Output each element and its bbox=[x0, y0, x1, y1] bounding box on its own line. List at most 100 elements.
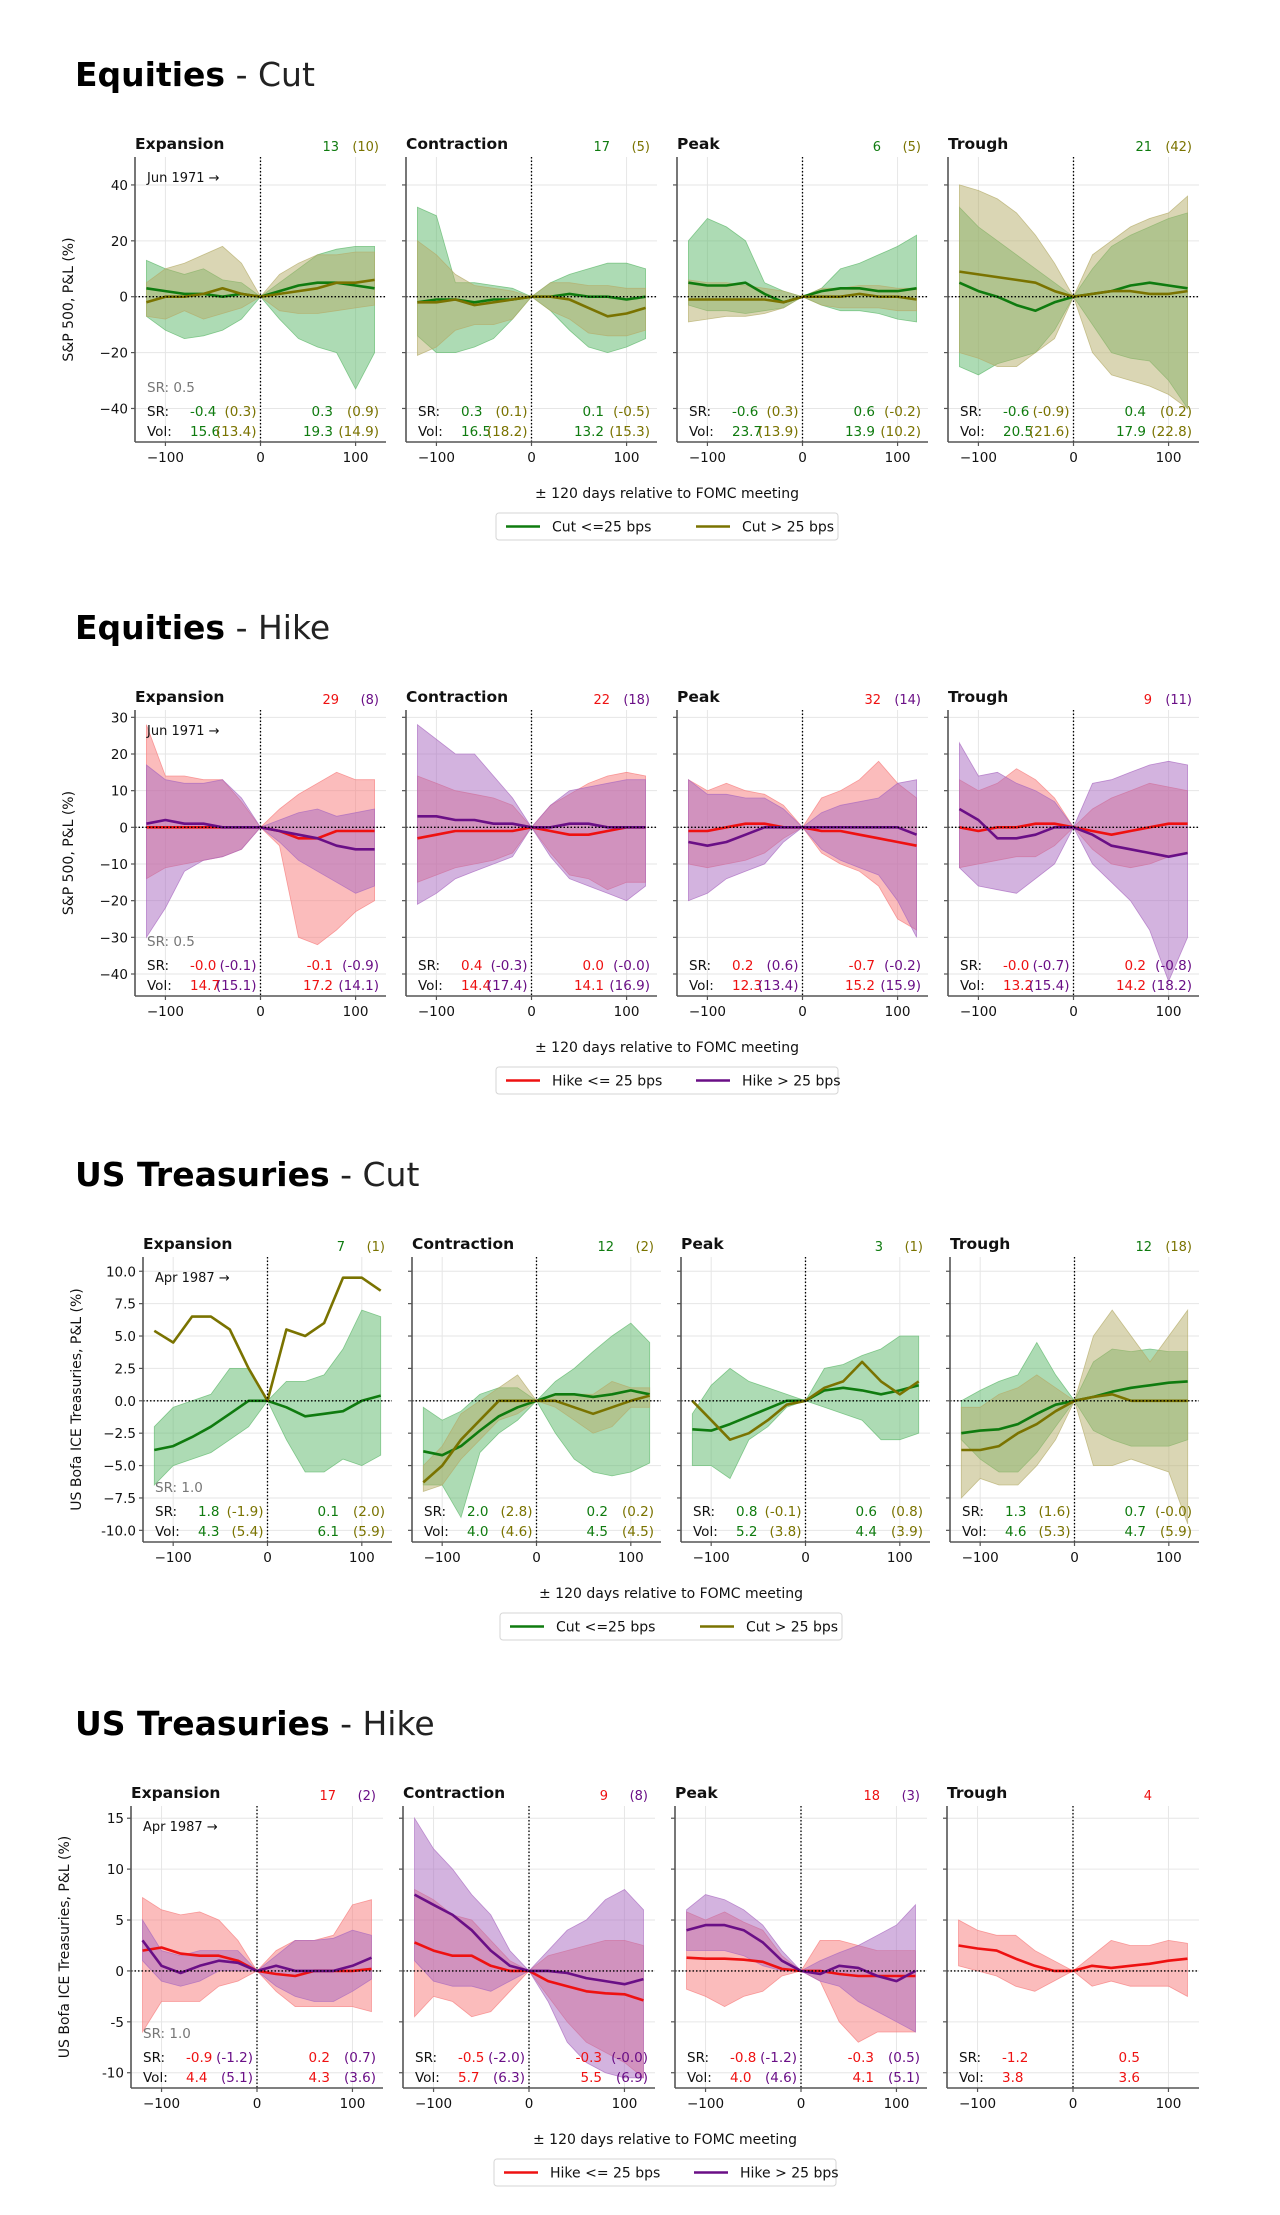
vol_right-large: (15.3) bbox=[609, 424, 650, 440]
vol_right-large: (6.9) bbox=[616, 2070, 648, 2086]
series-line bbox=[958, 807, 1188, 858]
series-line bbox=[417, 815, 646, 829]
count-small: 3 bbox=[875, 1240, 883, 1255]
x-tick-label: 0 bbox=[525, 2096, 534, 2112]
chart-section-1: Equities - Cut S&P 500, P&L (%) −40 −20 0 20 4… bbox=[61, 55, 1199, 541]
y-tick-label: 10 bbox=[111, 784, 128, 800]
series-line bbox=[959, 270, 1188, 298]
count-large: (8) bbox=[361, 693, 379, 708]
sr-label: SR: bbox=[147, 958, 169, 974]
vol_left-small: 4.0 bbox=[730, 2070, 751, 2086]
vol_left-small: 5.7 bbox=[458, 2070, 479, 2086]
sr_left-small: -0.0 bbox=[1003, 958, 1029, 974]
vol_right-large: (14.1) bbox=[338, 978, 379, 994]
x-tick-label: 0 bbox=[256, 450, 265, 466]
count-large: (1) bbox=[367, 1240, 385, 1255]
vol_left-small: 23.7 bbox=[732, 424, 762, 440]
y-tick-label: −7.5 bbox=[103, 1491, 136, 1507]
x-tick-label: 0 bbox=[798, 1004, 807, 1020]
plot-area bbox=[417, 723, 646, 905]
count-large: (42) bbox=[1165, 140, 1192, 155]
vol_left-large: (4.6) bbox=[765, 2070, 797, 2086]
vol-label: Vol: bbox=[689, 424, 714, 440]
sr_left-large: (-0.1) bbox=[220, 958, 257, 974]
panel-trough: −100 0 100 Trough 9 (11) SR: Vol: -0.0 (-0.7)13.2… bbox=[944, 688, 1199, 1020]
x-tick-label: 100 bbox=[618, 1550, 644, 1566]
sr_left-large: (-0.3) bbox=[491, 958, 528, 974]
count-large: (11) bbox=[1165, 693, 1192, 708]
legend-label: Cut <=25 bps bbox=[552, 520, 651, 536]
section-title-bold: US Treasuries bbox=[75, 1155, 330, 1194]
count-large: (2) bbox=[636, 1240, 654, 1255]
chart-section-4: US Treasuries - Hike US Bofa ICE Treasuri… bbox=[57, 1704, 1199, 2187]
y-tick-label: 2.5 bbox=[115, 1361, 136, 1377]
vol_right-large: (10.2) bbox=[880, 424, 921, 440]
vol_left-small: 12.3 bbox=[732, 978, 762, 994]
y-tick-label: -10.0 bbox=[101, 1523, 136, 1539]
y-tick-label: 10.0 bbox=[106, 1264, 136, 1280]
x-tick-label: −100 bbox=[147, 450, 184, 466]
panel-expansion: −40 −20 0 20 40 −100 0 100 Expansion 13 (10) Jun 19… bbox=[100, 135, 386, 466]
section-title: Equities - Cut bbox=[75, 55, 315, 94]
vol_right-small: 3.6 bbox=[1119, 2070, 1140, 2086]
y-tick-label: −5.0 bbox=[103, 1459, 136, 1475]
vol-label: Vol: bbox=[959, 2070, 984, 2086]
sr-label: SR: bbox=[960, 958, 982, 974]
sr_left-small: -0.6 bbox=[732, 404, 758, 420]
x-tick-label: −100 bbox=[687, 2096, 724, 2112]
vol_left-large: (21.6) bbox=[1029, 424, 1070, 440]
x-axis-label: ± 120 days relative to FOMC meeting bbox=[535, 486, 799, 502]
confidence-band bbox=[960, 1308, 1189, 1525]
count-small: 32 bbox=[864, 693, 881, 708]
vol-label: Vol: bbox=[418, 978, 443, 994]
sr_right-small: 0.5 bbox=[1119, 2050, 1140, 2066]
x-tick-label: −100 bbox=[960, 450, 997, 466]
plot-area bbox=[688, 218, 917, 323]
sr_right-large: (0.2) bbox=[1160, 404, 1192, 420]
y-axis-label: S&P 500, P&L (%) bbox=[61, 237, 77, 361]
panel-expansion: -10.0 −7.5 −5.0 −2.5 0.0 2.5 5.0 7.5 10.0 −100 0 10… bbox=[101, 1235, 392, 1566]
count-large: (14) bbox=[894, 693, 921, 708]
x-tick-label: −100 bbox=[689, 1004, 726, 1020]
x-tick-label: 100 bbox=[1156, 2096, 1182, 2112]
sr_left-small: -0.5 bbox=[458, 2050, 484, 2066]
y-tick-label: 20 bbox=[111, 747, 128, 763]
sr_right-large: (0.5) bbox=[888, 2050, 920, 2066]
vol_left-large: (5.3) bbox=[1038, 1524, 1070, 1540]
x-tick-label: 0 bbox=[256, 1004, 265, 1020]
vol_left-large: (5.4) bbox=[231, 1524, 263, 1540]
vol_right-small: 17.2 bbox=[303, 978, 333, 994]
start-date-note: Jun 1971 → bbox=[146, 171, 220, 186]
vol_left-small: 15.6 bbox=[190, 424, 220, 440]
count-small: 21 bbox=[1135, 140, 1152, 155]
count-large: (10) bbox=[352, 140, 379, 155]
x-axis-label: ± 120 days relative to FOMC meeting bbox=[533, 2132, 797, 2148]
sr_left-small: 0.4 bbox=[461, 958, 482, 974]
vol_left-large: (13.9) bbox=[758, 424, 799, 440]
count-small: 29 bbox=[322, 693, 339, 708]
vol_right-small: 6.1 bbox=[318, 1524, 339, 1540]
count-large: (18) bbox=[1165, 1240, 1192, 1255]
sr-label: SR: bbox=[687, 2050, 709, 2066]
panel-title: Expansion bbox=[143, 1235, 232, 1253]
vol_left-small: 14.7 bbox=[190, 978, 220, 994]
sr-label: SR: bbox=[960, 404, 982, 420]
vol_right-small: 4.5 bbox=[587, 1524, 608, 1540]
confidence-band bbox=[146, 245, 375, 320]
sr_left-small: -0.4 bbox=[190, 404, 216, 420]
x-tick-label: −100 bbox=[962, 1550, 999, 1566]
series-line bbox=[417, 295, 646, 318]
sr-label: SR: bbox=[418, 404, 440, 420]
x-tick-label: 100 bbox=[343, 450, 369, 466]
sr-label: SR: bbox=[689, 958, 711, 974]
vol_left-large: (13.4) bbox=[216, 424, 257, 440]
sr_right-small: 0.2 bbox=[309, 2050, 330, 2066]
confidence-band bbox=[959, 741, 1188, 983]
vol_right-large: (4.5) bbox=[622, 1524, 654, 1540]
section-title-bold: US Treasuries bbox=[75, 1704, 330, 1743]
x-tick-label: 100 bbox=[885, 1004, 911, 1020]
panel-title: Expansion bbox=[135, 135, 224, 153]
y-tick-label: 0 bbox=[119, 820, 128, 836]
panel-title: Trough bbox=[950, 1235, 1010, 1253]
